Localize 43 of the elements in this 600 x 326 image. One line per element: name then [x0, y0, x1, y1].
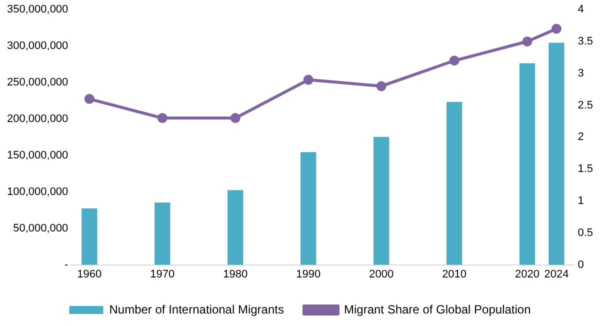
y2-tick-label: 2	[578, 131, 584, 144]
x-tick-label: 1980	[223, 268, 248, 280]
legend-label: Migrant Share of Global Population	[344, 302, 531, 316]
y-tick-label: 300,000,000	[7, 40, 68, 52]
point	[230, 113, 240, 124]
point	[157, 113, 168, 124]
point	[303, 74, 314, 85]
point	[551, 24, 562, 34]
x-tick-label: 2024	[544, 268, 569, 280]
y2-tick-label: 2.5	[578, 99, 594, 112]
y2-tick-label: 3.5	[578, 36, 594, 48]
y-tick-label: 100,000,000	[7, 186, 68, 198]
bar	[228, 190, 244, 265]
bar	[300, 152, 316, 265]
y2-tick-label: 1.5	[578, 163, 594, 176]
y-tick-label: 350,000,000	[7, 4, 68, 16]
bar	[373, 136, 390, 265]
x-tick-label: 2020	[515, 268, 540, 280]
x-tick-label: 2010	[442, 268, 467, 280]
x-tick-label: 1990	[296, 268, 321, 280]
y-tick-label: 200,000,000	[7, 113, 68, 126]
y-tick-label: 50,000,000	[13, 222, 68, 234]
y-tick-label: 150,000,000	[7, 149, 68, 162]
bar	[446, 102, 462, 265]
point	[449, 56, 460, 66]
x-tick-label: 2000	[369, 268, 394, 280]
x-tick-label: 1960	[77, 268, 102, 280]
y2-tick-label: 0.5	[578, 226, 594, 239]
y-tick-label: -	[64, 258, 68, 271]
x-tick-label: 1970	[150, 268, 175, 280]
bar	[519, 63, 536, 265]
y2-tick-label: 3	[578, 67, 584, 80]
y2-tick-label: 1	[578, 195, 584, 208]
y2-tick-label: 0	[578, 258, 584, 271]
point	[522, 36, 532, 46]
point	[376, 81, 386, 92]
bar	[82, 208, 98, 265]
y2-tick-label: 4	[578, 4, 584, 16]
y-tick-label: 250,000,000	[7, 76, 68, 89]
point	[84, 94, 94, 104]
bar	[154, 202, 170, 265]
bar	[548, 42, 564, 265]
legend-label: Number of International Migrants	[109, 302, 284, 316]
